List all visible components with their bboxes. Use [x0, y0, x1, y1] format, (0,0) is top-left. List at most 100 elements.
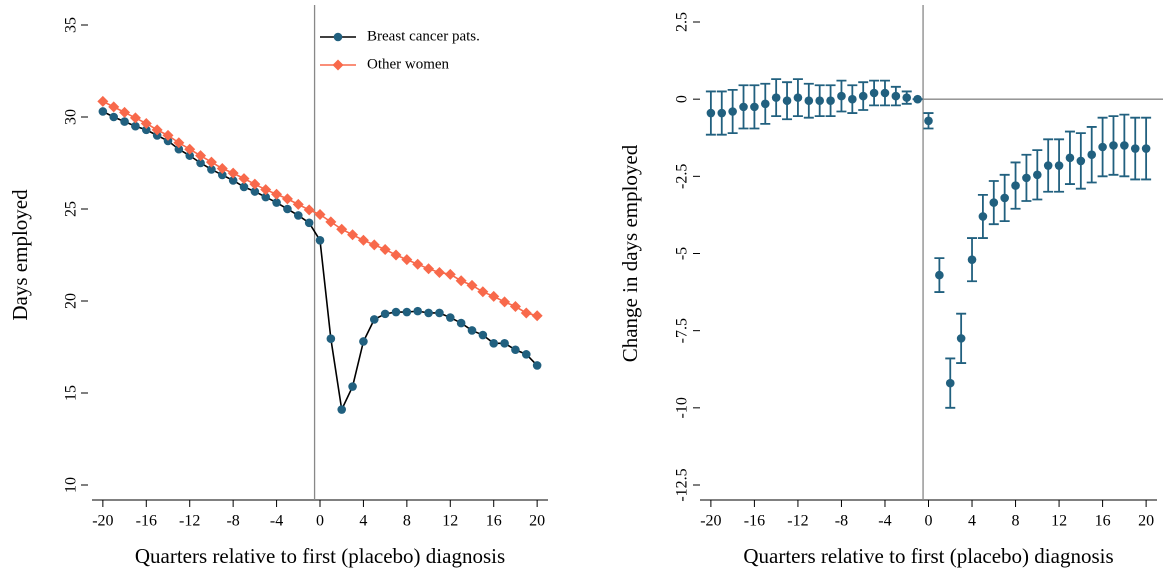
y-tick-label: 0: [674, 95, 691, 103]
legend-marker: [333, 32, 343, 42]
marker: [467, 326, 477, 335]
marker: [1076, 156, 1086, 166]
marker: [521, 350, 531, 359]
marker: [304, 218, 314, 228]
marker: [978, 212, 988, 221]
marker: [989, 198, 999, 207]
marker: [337, 405, 347, 414]
y-tick-label: 20: [63, 293, 80, 309]
marker: [717, 108, 727, 118]
marker: [326, 334, 336, 344]
marker: [98, 107, 108, 116]
x-tick-label: 0: [316, 513, 324, 530]
marker: [902, 93, 912, 102]
marker: [260, 184, 272, 196]
marker: [185, 151, 195, 160]
legend-marker: [332, 59, 344, 71]
marker: [511, 345, 520, 355]
marker: [174, 144, 184, 154]
marker: [314, 209, 326, 221]
x-tick-label: -12: [787, 513, 808, 530]
marker: [184, 143, 196, 155]
marker: [804, 96, 814, 106]
marker: [858, 91, 868, 101]
x-tick-label: 4: [968, 513, 976, 530]
marker: [1141, 144, 1151, 153]
marker: [913, 94, 922, 104]
x-tick-label: 16: [486, 513, 502, 530]
marker: [196, 158, 205, 168]
marker: [120, 117, 129, 126]
marker: [760, 99, 770, 109]
marker: [412, 258, 424, 270]
x-axis-title: Quarters relative to first (placebo) dia…: [743, 544, 1113, 568]
marker: [129, 112, 141, 124]
marker: [444, 268, 456, 280]
y-tick-label: 15: [63, 385, 80, 401]
marker: [891, 91, 901, 101]
marker: [935, 270, 944, 280]
marker: [509, 301, 521, 313]
marker: [532, 361, 542, 370]
marker: [369, 315, 379, 324]
marker: [1065, 153, 1075, 163]
marker: [424, 308, 433, 318]
marker: [413, 306, 423, 316]
marker: [195, 150, 207, 162]
marker: [163, 136, 173, 146]
marker: [336, 223, 348, 235]
marker: [1033, 170, 1042, 180]
marker: [227, 167, 239, 179]
marker: [456, 318, 466, 328]
y-tick-label: 35: [63, 17, 80, 33]
marker: [423, 263, 435, 275]
marker: [826, 96, 835, 106]
marker: [848, 94, 857, 104]
marker: [303, 204, 315, 216]
marker: [379, 243, 391, 255]
marker: [271, 188, 283, 200]
marker: [1098, 142, 1107, 152]
marker: [131, 121, 140, 131]
marker: [793, 93, 803, 102]
x-tick-label: -16: [744, 513, 765, 530]
marker: [455, 275, 467, 287]
marker: [445, 313, 455, 322]
x-tick-label: 12: [442, 513, 458, 530]
marker: [1109, 141, 1118, 150]
x-tick-label: 16: [1095, 513, 1111, 530]
marker: [489, 339, 499, 348]
y-tick-label: -12.5: [674, 468, 691, 501]
marker: [924, 116, 933, 126]
marker: [782, 96, 792, 106]
y-tick-label: 30: [63, 109, 80, 125]
marker: [216, 163, 228, 175]
y-axis-title: Days employed: [8, 189, 32, 321]
y-axis-title: Change in days employed: [618, 144, 642, 362]
marker: [292, 198, 304, 210]
legend-label: Breast cancer pats.: [367, 28, 480, 44]
marker: [1130, 144, 1140, 153]
x-tick-label: -20: [92, 513, 113, 530]
marker: [228, 176, 238, 185]
marker: [315, 235, 325, 245]
marker: [956, 334, 966, 343]
marker: [402, 307, 412, 317]
marker: [531, 310, 543, 322]
marker: [1022, 173, 1031, 183]
marker: [466, 279, 478, 291]
y-tick-label: 10: [63, 477, 80, 493]
marker: [488, 290, 500, 302]
y-tick-label: -7.5: [674, 318, 691, 343]
marker: [151, 124, 163, 136]
marker: [283, 204, 292, 214]
marker: [368, 239, 380, 251]
y-tick-label: -5: [674, 247, 691, 260]
marker: [249, 178, 261, 190]
marker: [140, 117, 152, 129]
legend-label: Other women: [367, 56, 450, 72]
x-tick-label: -8: [835, 513, 848, 530]
marker: [391, 307, 401, 317]
marker: [869, 88, 879, 98]
marker: [250, 187, 260, 196]
